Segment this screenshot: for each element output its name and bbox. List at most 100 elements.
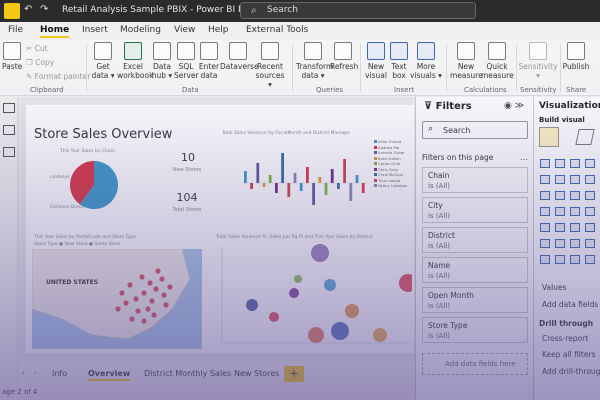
publish-button[interactable]: Publish bbox=[562, 42, 590, 71]
visual-type-icon[interactable] bbox=[585, 255, 595, 264]
variance-bar[interactable] bbox=[355, 175, 359, 183]
map-store-dot[interactable] bbox=[167, 284, 173, 290]
scatter-bubble[interactable] bbox=[246, 299, 258, 311]
sql-server-button[interactable]: SQL Server bbox=[174, 42, 199, 80]
more-options-icon[interactable]: … bbox=[520, 153, 528, 162]
variance-bar[interactable] bbox=[250, 183, 253, 189]
variance-bar[interactable] bbox=[349, 183, 353, 201]
variance-bar[interactable] bbox=[343, 159, 346, 183]
sensitivity-button[interactable]: Sensitivity ▾ bbox=[518, 42, 558, 80]
copy-button[interactable]: ❐ Copy bbox=[26, 58, 55, 67]
variance-bar[interactable] bbox=[262, 183, 266, 187]
map-store-dot[interactable] bbox=[127, 282, 133, 288]
variance-bar[interactable] bbox=[281, 153, 284, 183]
map-store-dot[interactable] bbox=[145, 306, 151, 312]
visual-type-icon[interactable] bbox=[540, 239, 550, 248]
visual-type-icon[interactable] bbox=[540, 255, 550, 264]
filters-pane-controls[interactable]: ◉ ≫ bbox=[504, 101, 525, 111]
filter-card-name[interactable]: Name is (All) bbox=[422, 257, 528, 283]
visual-type-icon[interactable] bbox=[555, 207, 565, 216]
transform-data-button[interactable]: Transform data ▾ bbox=[296, 42, 333, 80]
visual-type-icon[interactable] bbox=[585, 207, 595, 216]
visual-type-icon[interactable] bbox=[570, 223, 580, 232]
scatter-bubble[interactable] bbox=[308, 327, 324, 343]
scatter-bubble[interactable] bbox=[345, 304, 359, 318]
variance-bar[interactable] bbox=[312, 183, 315, 205]
visual-type-icon[interactable] bbox=[540, 191, 550, 200]
more-visuals-button[interactable]: More visuals ▾ bbox=[410, 42, 442, 80]
add-page-button[interactable]: + bbox=[284, 366, 304, 382]
map-store-dot[interactable] bbox=[141, 290, 147, 296]
new-visual-button[interactable]: New visual bbox=[364, 42, 388, 80]
filter-drop-zone[interactable]: Add data fields here bbox=[422, 353, 528, 375]
undo-icon[interactable]: ↶ bbox=[24, 4, 33, 15]
map-store-dot[interactable] bbox=[133, 296, 139, 302]
scatter-bubble[interactable] bbox=[399, 274, 412, 292]
map-store-dot[interactable] bbox=[129, 316, 135, 322]
filter-search-input[interactable]: ⌕ Search bbox=[422, 121, 528, 139]
visual-type-icon[interactable] bbox=[570, 159, 580, 168]
variance-bar[interactable] bbox=[318, 177, 322, 183]
visual-type-icon[interactable] bbox=[555, 159, 565, 168]
variance-bar[interactable] bbox=[287, 183, 291, 197]
tab-view[interactable]: View bbox=[174, 25, 196, 35]
sales-map[interactable] bbox=[32, 249, 202, 349]
filter-card-district[interactable]: District is (All) bbox=[422, 227, 528, 253]
visual-type-icon[interactable] bbox=[555, 239, 565, 248]
report-page[interactable]: Store Sales Overview This Year Sales by … bbox=[26, 105, 414, 353]
visual-type-icon[interactable] bbox=[570, 191, 580, 200]
keep-all-filters-toggle[interactable]: Keep all filters bbox=[542, 350, 596, 359]
map-store-dot[interactable] bbox=[163, 302, 169, 308]
recent-sources-button[interactable]: Recent sources ▾ bbox=[254, 42, 286, 89]
variance-bar[interactable] bbox=[275, 183, 278, 193]
tab-home[interactable]: Home bbox=[40, 25, 70, 38]
page-tab-overview[interactable]: Overview bbox=[88, 369, 131, 381]
map-store-dot[interactable] bbox=[139, 274, 145, 280]
page-tab-new-stores[interactable]: New Stores bbox=[234, 369, 280, 378]
format-visual-icon[interactable] bbox=[575, 129, 595, 145]
visual-type-icon[interactable] bbox=[585, 175, 595, 184]
visual-type-icon[interactable] bbox=[585, 239, 595, 248]
format-painter-button[interactable]: ✎ Format painter bbox=[26, 72, 91, 81]
refresh-button[interactable]: Refresh bbox=[330, 42, 358, 71]
scatter-bubble[interactable] bbox=[269, 312, 279, 322]
prev-page-icon[interactable]: ‹ bbox=[22, 369, 25, 377]
visual-type-icon[interactable] bbox=[570, 207, 580, 216]
map-store-dot[interactable] bbox=[135, 308, 141, 314]
visual-type-icon[interactable] bbox=[540, 159, 550, 168]
scatter-bubble[interactable] bbox=[373, 328, 387, 342]
variance-bar[interactable] bbox=[256, 163, 260, 183]
map-store-dot[interactable] bbox=[153, 286, 159, 292]
map-store-dot[interactable] bbox=[155, 268, 161, 274]
variance-bar[interactable] bbox=[244, 171, 247, 183]
search-input[interactable]: ⌕ Search bbox=[240, 2, 476, 19]
values-drop-zone[interactable]: Add data fields he bbox=[542, 300, 600, 309]
get-data-button[interactable]: Get data ▾ bbox=[90, 42, 116, 80]
visual-type-icon[interactable] bbox=[570, 255, 580, 264]
text-box-button[interactable]: Text box bbox=[388, 42, 410, 80]
visual-type-icon[interactable] bbox=[585, 223, 595, 232]
map-store-dot[interactable] bbox=[141, 318, 147, 324]
variance-bar[interactable] bbox=[293, 173, 297, 183]
map-store-dot[interactable] bbox=[123, 300, 129, 306]
data-hub-button[interactable]: Data hub ▾ bbox=[150, 42, 174, 80]
variance-bar[interactable] bbox=[306, 167, 309, 183]
data-view-icon[interactable] bbox=[3, 125, 15, 135]
model-view-icon[interactable] bbox=[3, 147, 15, 157]
cut-button[interactable]: ✂ Cut bbox=[26, 44, 48, 53]
variance-bar-chart[interactable] bbox=[222, 139, 372, 221]
build-visual-icon[interactable] bbox=[539, 127, 559, 147]
filter-card-store-type[interactable]: Store Type is (All) bbox=[422, 317, 528, 343]
visual-type-icon[interactable] bbox=[555, 175, 565, 184]
variance-bar[interactable] bbox=[330, 169, 334, 183]
map-store-dot[interactable] bbox=[119, 290, 125, 296]
filter-card-city[interactable]: City is (All) bbox=[422, 197, 528, 223]
visual-type-icon[interactable] bbox=[585, 191, 595, 200]
variance-bar[interactable] bbox=[361, 183, 365, 193]
cross-report-toggle[interactable]: Cross-report bbox=[542, 334, 589, 343]
scatter-bubble[interactable] bbox=[311, 244, 329, 262]
new-measure-button[interactable]: New measure bbox=[450, 42, 483, 80]
report-view-icon[interactable] bbox=[3, 103, 15, 113]
dataverse-button[interactable]: Dataverse bbox=[220, 42, 259, 71]
variance-bar[interactable] bbox=[337, 183, 340, 189]
